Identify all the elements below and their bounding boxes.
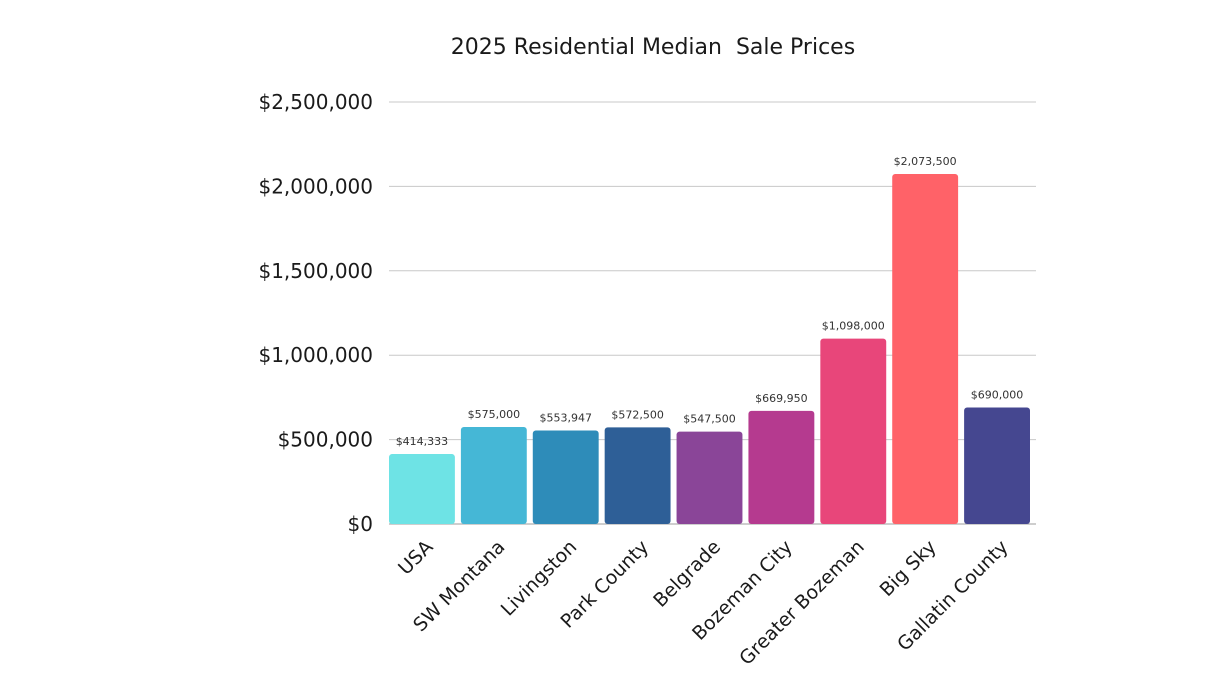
bar-livingston xyxy=(532,430,599,524)
bar-gallatin-county xyxy=(964,407,1030,524)
x-tick-label: Big Sky xyxy=(876,536,941,601)
bar-park-county xyxy=(604,427,671,524)
bar-usa xyxy=(389,454,455,524)
data-label: $572,500 xyxy=(611,408,664,421)
data-label: $669,950 xyxy=(755,392,808,405)
bars xyxy=(389,173,1030,524)
chart-title: 2025 Residential Median Sale Prices xyxy=(451,35,855,60)
data-label: $575,000 xyxy=(468,408,521,421)
y-tick-label: $2,000,000 xyxy=(258,174,373,198)
y-tick-label: $2,500,000 xyxy=(258,90,373,114)
x-tick-label: Belgrade xyxy=(649,536,725,612)
y-tick-label: $1,000,000 xyxy=(258,343,373,367)
x-tick-label: Greater Bozeman xyxy=(735,536,869,670)
y-tick-label: $0 xyxy=(348,512,373,536)
bar-big-sky xyxy=(892,173,959,524)
y-tick-label: $500,000 xyxy=(278,428,373,452)
data-label: $553,947 xyxy=(539,411,592,424)
y-axis-ticks: $0 $500,000 $1,000,000 $1,500,000 $2,000,000… xyxy=(258,90,373,536)
data-label: $1,098,000 xyxy=(822,320,885,333)
data-label: $414,333 xyxy=(396,435,449,448)
bar-bozeman-city xyxy=(748,410,815,524)
data-labels: $414,333 $575,000 $553,947 $572,500 $547,500… xyxy=(396,155,1024,448)
bar-greater-bozeman xyxy=(820,338,887,524)
data-label: $2,073,500 xyxy=(894,155,957,168)
data-label: $690,000 xyxy=(971,389,1024,402)
bar-sw-montana xyxy=(460,426,527,524)
bar-belgrade xyxy=(676,431,743,524)
x-tick-label: USA xyxy=(394,536,437,579)
data-label: $547,500 xyxy=(683,413,736,426)
y-tick-label: $1,500,000 xyxy=(258,259,373,283)
